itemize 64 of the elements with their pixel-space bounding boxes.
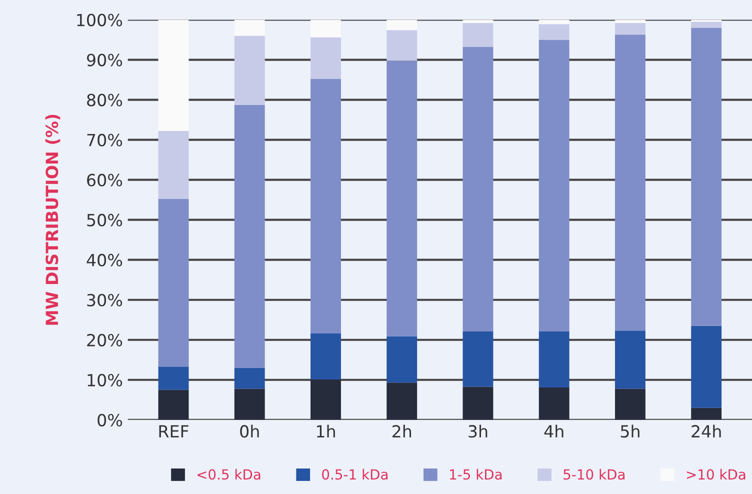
bar: [234, 104, 265, 368]
bar: [234, 368, 265, 389]
bar: [614, 330, 646, 389]
bar: [158, 199, 189, 367]
bar: [462, 386, 494, 420]
bar: [310, 37, 341, 79]
x-tick-label: 1h: [316, 424, 335, 438]
legend-label: 1-5 kDa: [450, 468, 502, 480]
bar: [614, 20, 646, 23]
legend-label: 5-10 kDa: [564, 468, 624, 480]
bar: [538, 20, 570, 24]
y-tick-label: 50%: [87, 214, 122, 226]
bar: [158, 20, 189, 131]
bar: [310, 333, 341, 380]
x-tick-label: REF: [159, 425, 188, 438]
bar: [462, 22, 494, 47]
x-tick-label: 3h: [468, 424, 488, 438]
bar: [538, 40, 570, 332]
bar: [538, 24, 570, 40]
y-tick-label: 60%: [87, 174, 122, 186]
y-tick-label: 40%: [86, 254, 122, 266]
y-tick-label: 100%: [77, 14, 122, 26]
y-axis-title: MW DISTRIBUTION (%): [45, 114, 60, 325]
bar: [386, 60, 418, 336]
bar: [538, 331, 570, 388]
bar: [462, 331, 494, 387]
legend-label: 0.5-1 kDa: [322, 468, 388, 480]
bar: [310, 379, 341, 420]
y-tick-label: 80%: [87, 94, 122, 106]
x-tick-label: 0h: [240, 424, 259, 438]
y-tick-label: 0%: [98, 414, 122, 426]
bar: [538, 387, 570, 420]
legend-label: <0.5 kDa: [198, 468, 260, 480]
bar: [386, 30, 418, 61]
y-tick-label: 30%: [87, 294, 122, 306]
bar: [691, 326, 722, 408]
bar: [158, 366, 189, 390]
y-tick-label: 10%: [88, 374, 122, 386]
x-tick-label: 4h: [544, 424, 564, 438]
bar: [614, 22, 646, 35]
bar: [158, 390, 189, 420]
x-tick-label: 5h: [620, 424, 640, 438]
bar: [462, 20, 494, 23]
bar: [386, 382, 418, 420]
bar: [386, 336, 418, 383]
bar: [691, 28, 722, 326]
x-tick-label: 24h: [692, 424, 721, 438]
y-tick-label: 20%: [87, 334, 122, 346]
y-tick-label: 70%: [87, 134, 122, 146]
bar: [234, 20, 265, 36]
y-tick-label: 90%: [86, 54, 122, 66]
bar: [462, 46, 494, 332]
bar: [691, 22, 722, 28]
bar: [234, 388, 265, 420]
bar: [310, 20, 341, 38]
legend-label: >10 kDa: [686, 468, 746, 480]
bar: [158, 131, 189, 200]
bar: [614, 34, 646, 331]
x-tick-label: 2h: [392, 424, 412, 438]
bar: [310, 78, 341, 334]
bar: [691, 408, 722, 420]
bar: [234, 36, 265, 105]
bar: [614, 388, 646, 420]
bar: [386, 20, 418, 30]
